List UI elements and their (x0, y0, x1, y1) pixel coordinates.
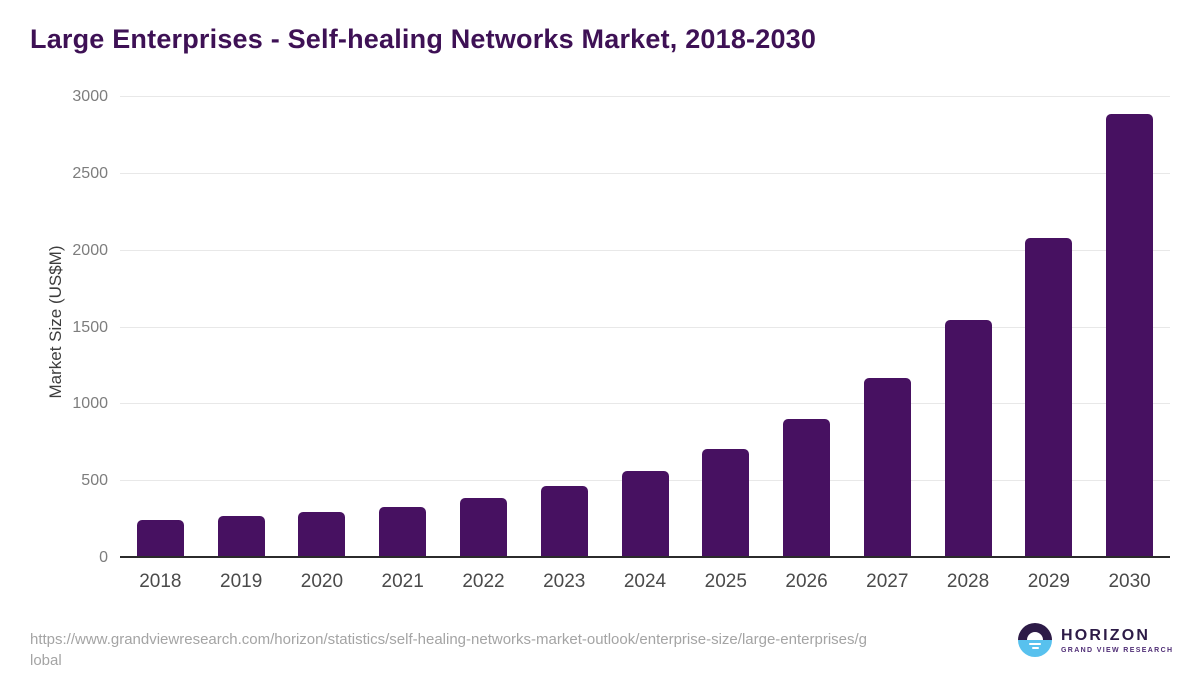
chart-title: Large Enterprises - Self-healing Network… (30, 24, 817, 54)
bar-2021 (379, 506, 427, 558)
y-tick-label-2000: 2000 (72, 241, 108, 259)
sun-dome-shape (1027, 632, 1043, 640)
x-tick-label-2028: 2028 (946, 571, 990, 592)
gridline-1500 (120, 326, 1170, 328)
y-tick-label-2500: 2500 (72, 164, 108, 182)
source-url: https://www.grandviewresearch.com/horizo… (30, 629, 960, 671)
logo-name: HORIZON (1061, 626, 1151, 644)
x-tick-label-2025: 2025 (704, 571, 747, 592)
y-tick-label-0: 0 (99, 549, 108, 566)
plot-area (120, 96, 1170, 558)
sun-reflection-line-2 (1031, 646, 1039, 649)
x-tick-label-2029: 2029 (1027, 571, 1070, 592)
bar-2024 (621, 471, 669, 558)
bar-2027 (863, 378, 911, 558)
x-tick-label-2019: 2019 (220, 571, 263, 592)
bar-2028 (944, 319, 992, 558)
gridline-2500 (120, 172, 1170, 174)
x-tick-label-2022: 2022 (462, 571, 505, 592)
sun-reflection-line-1 (1029, 642, 1041, 645)
x-tick-label-2024: 2024 (623, 571, 667, 592)
bar-2020 (298, 511, 346, 558)
logo-subtitle: GRAND VIEW RESEARCH (1061, 646, 1174, 654)
bar-2019 (217, 515, 265, 558)
source-url-line-2: lobal (30, 652, 62, 669)
x-tick-label-2026: 2026 (785, 571, 828, 592)
logo-text-block: HORIZON GRAND VIEW RESEARCH (1061, 627, 1173, 654)
bar-2025 (702, 448, 750, 558)
x-axis-line (120, 556, 1170, 558)
bar-2026 (783, 418, 831, 558)
bar-2023 (540, 485, 588, 558)
x-tick-label-2030: 2030 (1108, 571, 1151, 592)
y-tick-label-500: 500 (81, 472, 108, 490)
gridline-3000 (120, 96, 1170, 97)
x-tick-label-2020: 2020 (300, 571, 344, 592)
bar-2022 (459, 498, 507, 558)
bar-2030 (1106, 113, 1154, 558)
y-tick-label-1000: 1000 (72, 395, 108, 413)
bar-2029 (1025, 237, 1073, 558)
y-tick-label-3000: 3000 (72, 88, 108, 105)
x-tick-label-2018: 2018 (139, 571, 182, 592)
bar-2018 (136, 519, 184, 558)
x-tick-label-2021: 2021 (381, 571, 424, 592)
horizon-logo: HORIZON GRAND VIEW RESEARCH (1018, 623, 1173, 657)
y-tick-label-1500: 1500 (72, 318, 108, 336)
x-tick-label-2027: 2027 (866, 571, 909, 592)
horizon-sun-icon (1018, 623, 1052, 657)
gridline-1000 (120, 403, 1170, 405)
source-url-line-1: https://www.grandviewresearch.com/horizo… (30, 631, 868, 648)
gridline-2000 (120, 249, 1170, 251)
x-tick-label-2023: 2023 (543, 571, 586, 592)
